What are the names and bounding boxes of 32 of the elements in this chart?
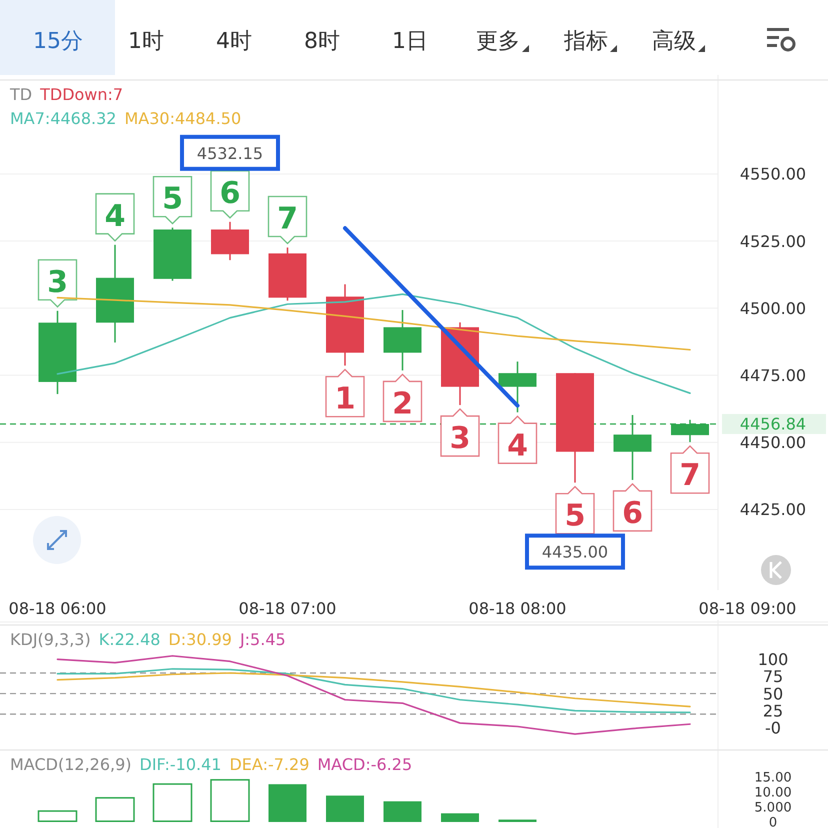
- x-tick-label: 08-18 08:00: [468, 599, 566, 618]
- series-label: J:5.45: [238, 630, 286, 649]
- y-tick-label: 50: [762, 684, 784, 704]
- chart-subtitle: TDDown:7: [39, 85, 124, 104]
- chart-title: KDJ(9,3,3): [10, 630, 91, 649]
- series-label: K:22.48: [98, 630, 160, 649]
- text: MA7:4468.32: [10, 109, 116, 128]
- y-tick-label: 0: [768, 816, 778, 828]
- y-tick-label: 4550.00: [740, 164, 806, 184]
- x-tick-label: 08-18 09:00: [698, 599, 796, 618]
- x-tick-label: 08-18 06:00: [8, 599, 106, 618]
- x-tick-label: 08-18 07:00: [238, 599, 336, 618]
- text: MA30:4484.50: [124, 109, 242, 128]
- y-tick-label: 25: [762, 701, 784, 720]
- y-tick-label: 4450.00: [740, 433, 806, 452]
- chart-title: TD: [9, 85, 32, 104]
- y-tick-label: 4425.00: [740, 500, 806, 520]
- ref-line-label: 4456.84: [740, 414, 806, 434]
- annotation: MACD:-6.25: [317, 755, 412, 774]
- series-label: D:30.99: [168, 630, 232, 649]
- y-tick-label: 4500.00: [740, 298, 806, 318]
- y-tick-label: 4525.00: [740, 232, 806, 251]
- y-tick-label: 4475.00: [740, 366, 806, 386]
- annotation: DIF:-10.41: [140, 755, 222, 774]
- chart-title: MACD(12,26,9): [10, 755, 132, 774]
- y-tick-label: -0: [765, 718, 781, 738]
- y-tick-label: 10.00: [754, 786, 792, 801]
- y-tick-label: 100: [758, 650, 788, 670]
- y-tick-label: 75: [762, 667, 784, 686]
- annotation: DEA:-7.29: [229, 755, 310, 774]
- y-tick-label: 15.00: [754, 770, 792, 786]
- y-tick-label: 5.000: [754, 800, 792, 816]
